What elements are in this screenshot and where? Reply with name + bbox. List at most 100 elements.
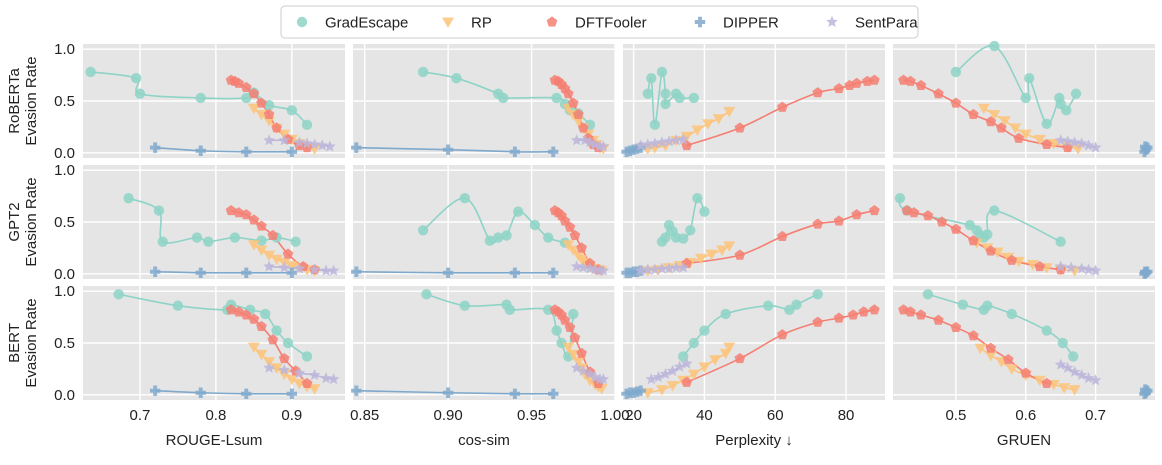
point-gradescape xyxy=(85,66,96,78)
point-gradescape xyxy=(568,308,579,320)
point-dftfooler xyxy=(256,97,267,108)
point-sentpara xyxy=(316,139,329,151)
point-gradescape xyxy=(989,205,1000,216)
point-dftfooler xyxy=(734,352,746,364)
point-rp xyxy=(977,103,990,115)
point-dftfooler xyxy=(282,248,294,259)
point-dftfooler xyxy=(985,116,997,127)
point-rp xyxy=(694,253,707,265)
point-dftfooler xyxy=(950,223,962,234)
point-gradescape xyxy=(551,325,562,336)
point-sentpara xyxy=(1075,262,1088,274)
data-markers xyxy=(351,192,610,278)
point-gradescape xyxy=(982,300,993,311)
point-gradescape xyxy=(501,230,512,241)
legend-entry-rp: RP xyxy=(442,15,492,32)
point-sentpara xyxy=(641,263,654,275)
y-axis-label-line: RoBERTa xyxy=(6,68,23,134)
point-gradescape xyxy=(459,192,471,204)
point-rp xyxy=(698,362,711,373)
point-sentpara xyxy=(648,263,661,275)
point-dftfooler xyxy=(559,215,571,226)
point-dftfooler xyxy=(576,347,587,358)
point-rp xyxy=(247,103,260,115)
point-gradescape xyxy=(260,308,271,320)
point-dipper xyxy=(1142,266,1153,277)
x-axis-label: Perplexity ↓ xyxy=(715,432,793,449)
point-dftfooler xyxy=(734,249,746,260)
y-axis-label: GPT2Evasion Rate xyxy=(6,177,40,266)
legend-marker-sentpara xyxy=(826,15,838,28)
point-sentpara xyxy=(670,134,682,146)
point-sentpara xyxy=(263,361,275,373)
point-dftfooler xyxy=(968,330,979,341)
point-gradescape xyxy=(660,88,671,99)
point-rp xyxy=(1047,138,1060,150)
point-dipper xyxy=(1142,385,1153,396)
point-rp xyxy=(984,350,997,362)
legend-entry-dipper: DIPPER xyxy=(694,15,779,32)
point-sentpara xyxy=(327,373,340,385)
point-gradescape xyxy=(674,92,685,104)
point-gradescape xyxy=(203,236,214,247)
x-tick-label: 0.85 xyxy=(350,407,379,424)
point-gradescape xyxy=(1055,236,1066,247)
point-dftfooler xyxy=(869,304,880,315)
point-gradescape xyxy=(172,300,184,311)
point-sentpara xyxy=(652,371,665,383)
point-dftfooler xyxy=(572,108,584,119)
point-sentpara xyxy=(1075,137,1088,149)
point-gradescape xyxy=(1024,73,1035,84)
point-gradescape xyxy=(656,66,668,78)
point-gradescape xyxy=(812,289,823,300)
point-rp xyxy=(247,240,260,251)
point-dipper xyxy=(241,267,252,278)
legend-entry-dftfooler: DFTFooler xyxy=(546,15,647,32)
point-dftfooler xyxy=(950,321,962,332)
point-dipper xyxy=(149,142,161,153)
panel-bert-rouge-lsum: 0.0 0.5 1.0 BERTEvasion Rate 0.7 0.8 0.9 ROUGE-… xyxy=(6,283,345,449)
point-gradescape xyxy=(421,289,432,300)
point-gradescape xyxy=(451,73,462,84)
panel-bert-cos-sim: 0.85 0.90 0.95 1.00 cos-sim xyxy=(350,286,630,449)
point-dftfooler xyxy=(267,229,279,240)
point-sentpara xyxy=(308,263,321,275)
point-rp xyxy=(1019,129,1032,141)
point-dftfooler xyxy=(562,88,574,99)
point-sentpara xyxy=(577,261,590,273)
legend-label: SentPara xyxy=(855,15,918,32)
point-gradescape xyxy=(989,40,1000,52)
panel-bert-gruen: 0.5 0.6 0.7 GRUEN xyxy=(893,286,1155,449)
y-axis-label-line: GPT2 xyxy=(6,202,23,241)
point-dftfooler xyxy=(248,214,260,225)
point-rp xyxy=(709,355,722,366)
x-tick-label: 0.8 xyxy=(205,407,226,424)
legend-marker-gradescape xyxy=(296,16,308,28)
point-rp xyxy=(655,385,668,396)
legend-marker-dftfooler xyxy=(546,16,558,27)
x-axis-label: cos-sim xyxy=(458,432,510,449)
point-dipper xyxy=(548,388,559,399)
point-dftfooler xyxy=(1002,353,1014,365)
point-gradescape xyxy=(290,236,301,247)
point-gradescape xyxy=(153,205,165,216)
point-sentpara xyxy=(263,260,275,272)
point-rp xyxy=(1068,385,1081,396)
point-rp xyxy=(1058,383,1071,394)
point-dftfooler xyxy=(812,316,824,327)
point-gradescape xyxy=(646,73,657,84)
point-gradescape xyxy=(1068,351,1079,362)
point-dftfooler xyxy=(567,97,579,108)
point-sentpara xyxy=(323,140,336,152)
point-dftfooler xyxy=(915,309,927,320)
point-sentpara xyxy=(308,368,321,381)
point-rp xyxy=(723,342,736,354)
point-gradescape xyxy=(660,98,671,110)
point-dftfooler xyxy=(847,309,859,320)
point-dftfooler xyxy=(564,221,576,232)
x-tick-label: 0.7 xyxy=(130,407,151,424)
point-gradescape xyxy=(1020,92,1031,104)
x-axis-label: GRUEN xyxy=(997,432,1051,449)
point-gradescape xyxy=(720,308,731,320)
point-dftfooler xyxy=(933,88,944,99)
